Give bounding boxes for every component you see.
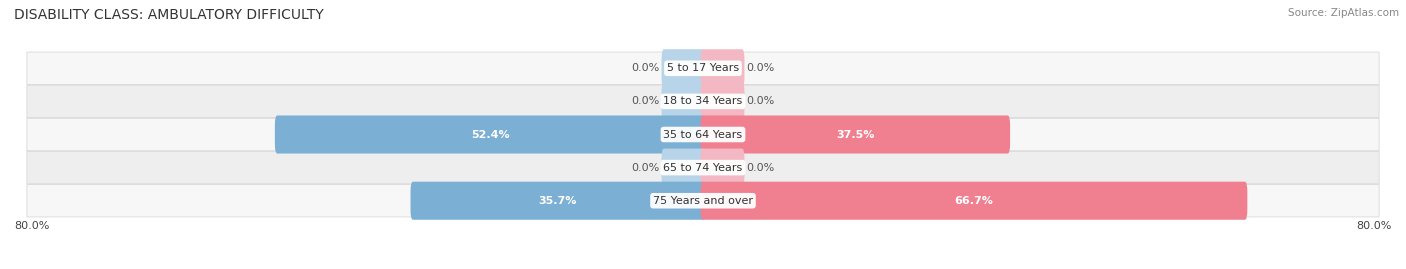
FancyBboxPatch shape	[662, 148, 706, 187]
FancyBboxPatch shape	[274, 115, 706, 154]
FancyBboxPatch shape	[411, 182, 706, 220]
FancyBboxPatch shape	[27, 185, 1379, 217]
Text: 52.4%: 52.4%	[471, 129, 509, 140]
FancyBboxPatch shape	[662, 49, 706, 87]
FancyBboxPatch shape	[27, 85, 1379, 118]
FancyBboxPatch shape	[27, 52, 1379, 84]
FancyBboxPatch shape	[662, 82, 706, 121]
FancyBboxPatch shape	[700, 82, 744, 121]
Text: 80.0%: 80.0%	[1357, 221, 1392, 231]
Text: 18 to 34 Years: 18 to 34 Years	[664, 96, 742, 107]
Text: 66.7%: 66.7%	[955, 196, 994, 206]
Text: 35.7%: 35.7%	[538, 196, 578, 206]
FancyBboxPatch shape	[700, 49, 744, 87]
Text: 0.0%: 0.0%	[631, 162, 659, 173]
Text: 37.5%: 37.5%	[837, 129, 875, 140]
FancyBboxPatch shape	[27, 118, 1379, 151]
Text: 0.0%: 0.0%	[747, 63, 775, 73]
Text: Source: ZipAtlas.com: Source: ZipAtlas.com	[1288, 8, 1399, 18]
FancyBboxPatch shape	[700, 115, 1010, 154]
Text: 5 to 17 Years: 5 to 17 Years	[666, 63, 740, 73]
Text: DISABILITY CLASS: AMBULATORY DIFFICULTY: DISABILITY CLASS: AMBULATORY DIFFICULTY	[14, 8, 323, 22]
FancyBboxPatch shape	[700, 182, 1247, 220]
FancyBboxPatch shape	[700, 148, 744, 187]
Text: 65 to 74 Years: 65 to 74 Years	[664, 162, 742, 173]
Text: 0.0%: 0.0%	[747, 96, 775, 107]
Text: 0.0%: 0.0%	[631, 63, 659, 73]
Text: 0.0%: 0.0%	[631, 96, 659, 107]
Text: 75 Years and over: 75 Years and over	[652, 196, 754, 206]
Text: 35 to 64 Years: 35 to 64 Years	[664, 129, 742, 140]
Text: 80.0%: 80.0%	[14, 221, 49, 231]
FancyBboxPatch shape	[27, 151, 1379, 184]
Text: 0.0%: 0.0%	[747, 162, 775, 173]
